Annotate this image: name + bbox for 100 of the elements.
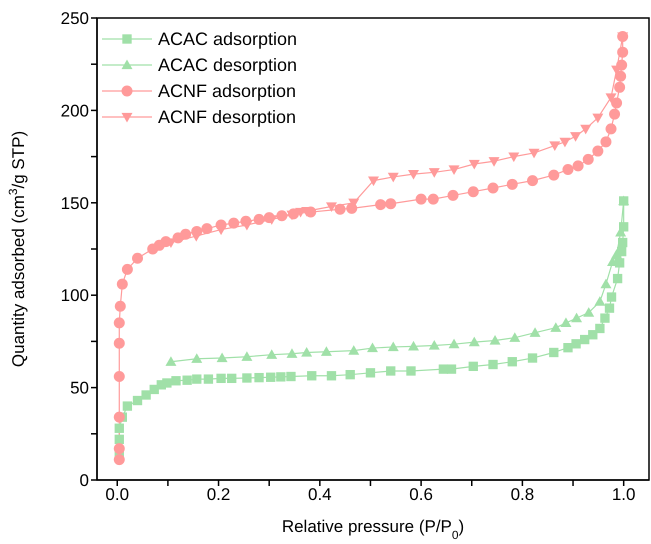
legend-label: ACAC adsorption xyxy=(158,28,298,51)
point xyxy=(594,296,606,306)
x-tick-label: 0.4 xyxy=(308,485,332,504)
point xyxy=(508,357,517,366)
point xyxy=(468,362,478,372)
point xyxy=(488,182,499,194)
point xyxy=(114,300,126,312)
point xyxy=(334,204,346,215)
point xyxy=(428,194,439,205)
point xyxy=(571,339,581,348)
point xyxy=(612,274,622,284)
point xyxy=(570,132,582,142)
point xyxy=(122,264,133,275)
point xyxy=(132,396,142,406)
point xyxy=(468,160,480,170)
point xyxy=(406,366,416,376)
point xyxy=(266,349,278,359)
point xyxy=(192,374,202,384)
point xyxy=(114,371,125,382)
point xyxy=(165,356,176,366)
point xyxy=(348,345,360,355)
point xyxy=(266,372,276,382)
point xyxy=(468,336,480,346)
point xyxy=(114,317,125,328)
point xyxy=(366,368,376,378)
point xyxy=(326,202,337,212)
point xyxy=(366,342,378,352)
point xyxy=(388,341,399,352)
point xyxy=(604,303,614,313)
point xyxy=(216,352,228,362)
point xyxy=(386,366,396,376)
point xyxy=(600,313,610,323)
point xyxy=(527,175,538,186)
point xyxy=(216,225,227,236)
point xyxy=(276,210,288,222)
point xyxy=(588,330,598,340)
y-tick-label: 200 xyxy=(60,101,89,120)
point xyxy=(375,199,386,210)
point xyxy=(254,214,265,225)
x-tick-label: 1.0 xyxy=(612,485,636,504)
point xyxy=(416,194,427,205)
point xyxy=(583,307,594,317)
point xyxy=(582,154,594,165)
x-axis-title: Relative pressure (P/P$_{0}$) xyxy=(282,517,464,542)
point xyxy=(488,360,498,370)
point xyxy=(611,249,622,259)
point xyxy=(114,424,124,433)
point xyxy=(204,374,214,384)
point xyxy=(490,334,501,345)
point xyxy=(448,165,460,176)
point xyxy=(595,324,605,334)
point xyxy=(182,376,192,385)
point xyxy=(114,412,125,423)
point xyxy=(448,190,459,201)
point xyxy=(530,327,541,337)
point xyxy=(254,372,264,382)
y-tick-label: 100 xyxy=(60,286,89,306)
point xyxy=(563,343,573,352)
point xyxy=(550,322,562,332)
point xyxy=(114,454,125,466)
point xyxy=(609,108,620,120)
x-tick-label: 0.8 xyxy=(510,485,534,504)
point xyxy=(122,401,132,411)
x-tick-label: 0.6 xyxy=(409,485,433,504)
point xyxy=(560,317,572,328)
point xyxy=(506,178,518,190)
point xyxy=(388,172,399,182)
point xyxy=(572,160,584,172)
point xyxy=(592,146,604,157)
point xyxy=(446,364,456,374)
point xyxy=(617,46,628,58)
y-tick-label: 150 xyxy=(60,194,89,213)
legend-label: ACAC desorption xyxy=(158,54,298,77)
point xyxy=(171,376,181,386)
point xyxy=(326,371,336,380)
legend-label: ACNF desorption xyxy=(158,106,296,129)
point xyxy=(228,218,240,229)
point xyxy=(114,434,124,444)
point xyxy=(606,292,616,302)
point xyxy=(216,374,226,384)
point xyxy=(549,348,558,358)
point xyxy=(114,443,125,454)
point xyxy=(562,164,574,176)
point xyxy=(141,390,151,400)
point xyxy=(385,198,396,210)
point xyxy=(580,334,590,344)
point xyxy=(571,312,582,322)
y-tick-label: 0 xyxy=(80,471,89,490)
point xyxy=(600,136,612,148)
point xyxy=(408,340,420,351)
point xyxy=(241,351,252,361)
point xyxy=(320,346,332,356)
y-tick-label: 50 xyxy=(70,378,89,398)
x-tick-label: 0.2 xyxy=(206,485,230,504)
point xyxy=(559,138,570,148)
point xyxy=(580,124,592,134)
point xyxy=(600,278,612,288)
point xyxy=(227,374,236,384)
point xyxy=(114,338,125,349)
point xyxy=(606,123,617,134)
